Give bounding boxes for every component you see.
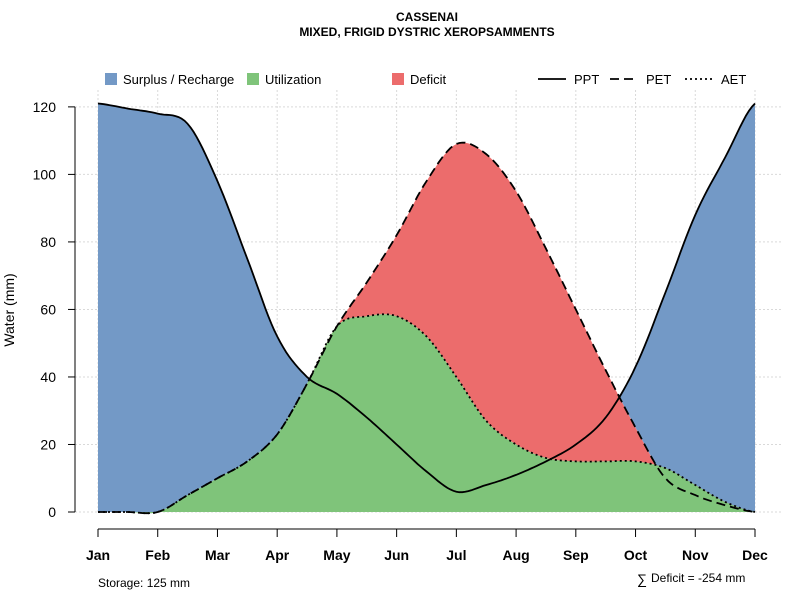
series-lines: [97, 102, 756, 515]
y-axis-label: Water (mm): [1, 273, 17, 346]
legend-swatch: [247, 73, 259, 85]
legend-label: AET: [721, 72, 746, 87]
x-tick-label: Jan: [86, 547, 110, 563]
legend-label: Surplus / Recharge: [123, 72, 234, 87]
x-tick-label: Apr: [265, 547, 290, 563]
series-line-ppt: [97, 102, 756, 494]
y-tick-label: 0: [48, 504, 56, 520]
utilization-area: [98, 314, 755, 514]
x-tick-label: Dec: [742, 547, 768, 563]
storage-annotation: Storage: 125 mm: [98, 576, 190, 590]
legend-swatch: [392, 73, 404, 85]
y-tick-label: 120: [33, 99, 57, 115]
deficit-sum-symbol: ∑: [637, 571, 647, 587]
x-tick-label: Nov: [682, 547, 709, 563]
legend: Surplus / Recharge Utilization Deficit PPT P…: [105, 72, 746, 87]
deficit-annotation: Deficit = -254 mm: [651, 571, 745, 585]
legend-label: Utilization: [265, 72, 321, 87]
deficit-area: [98, 142, 755, 514]
x-tick-label: Jul: [446, 547, 466, 563]
chart-title: CASSENAI: [396, 10, 458, 24]
x-tick-label: Oct: [624, 547, 648, 563]
areas: [98, 103, 755, 514]
x-tick-label: Aug: [502, 547, 529, 563]
y-tick-label: 80: [40, 234, 56, 250]
series-line-pet: [98, 141, 756, 515]
y-tick-label: 40: [40, 369, 56, 385]
legend-label: PET: [646, 72, 671, 87]
surplus-area: [98, 103, 755, 514]
chart-subtitle: MIXED, FRIGID DYSTRIC XEROPSAMMENTS: [299, 25, 554, 39]
legend-label: Deficit: [410, 72, 447, 87]
x-tick-label: Feb: [145, 547, 170, 563]
legend-label: PPT: [574, 72, 599, 87]
x-tick-label: Sep: [563, 547, 589, 563]
x-tick-label: Jun: [384, 547, 409, 563]
y-tick-label: 100: [33, 166, 57, 182]
axes: 0 20 40 60 80 100 120 Jan Feb Mar Apr May Jun Jul Aug S…: [33, 99, 768, 563]
legend-swatch: [105, 73, 117, 85]
x-tick-label: May: [323, 547, 350, 563]
y-tick-label: 60: [40, 301, 56, 317]
series-line-aet: [98, 313, 756, 515]
y-tick-label: 20: [40, 436, 56, 452]
x-tick-label: Mar: [205, 547, 230, 563]
